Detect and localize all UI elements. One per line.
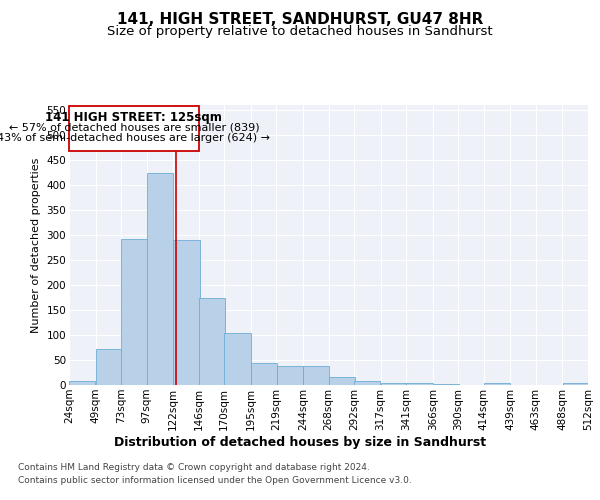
Text: Contains public sector information licensed under the Open Government Licence v3: Contains public sector information licen… [18,476,412,485]
Text: Distribution of detached houses by size in Sandhurst: Distribution of detached houses by size … [114,436,486,449]
Bar [121,239,148,385]
Bar [147,172,173,385]
Bar [96,349,122,385]
Bar [251,363,277,385]
Bar [199,298,225,385]
Bar [224,332,251,385]
Bar [69,381,95,385]
Text: 141 HIGH STREET: 125sqm: 141 HIGH STREET: 125sqm [46,111,223,124]
Bar [303,366,329,385]
Y-axis label: Number of detached properties: Number of detached properties [31,158,41,332]
Text: 141, HIGH STREET, SANDHURST, GU47 8HR: 141, HIGH STREET, SANDHURST, GU47 8HR [117,12,483,28]
Bar [173,240,200,385]
Bar [484,383,510,385]
Text: 43% of semi-detached houses are larger (624) →: 43% of semi-detached houses are larger (… [0,133,271,143]
Text: ← 57% of detached houses are smaller (839): ← 57% of detached houses are smaller (83… [8,122,259,132]
Text: Size of property relative to detached houses in Sandhurst: Size of property relative to detached ho… [107,25,493,38]
Bar [406,383,433,385]
FancyBboxPatch shape [69,106,199,151]
Bar [354,380,380,385]
Bar [381,382,407,385]
Bar [329,376,355,385]
Bar [433,384,459,385]
Bar [277,366,303,385]
Text: Contains HM Land Registry data © Crown copyright and database right 2024.: Contains HM Land Registry data © Crown c… [18,464,370,472]
Bar [563,382,589,385]
